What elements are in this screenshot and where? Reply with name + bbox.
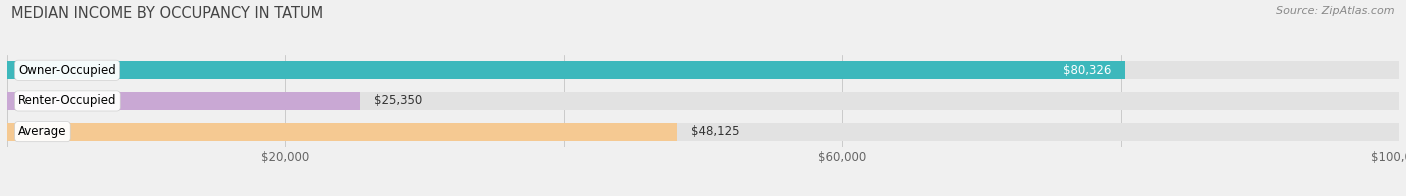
Bar bbox=[7, 123, 1399, 141]
Bar bbox=[7, 92, 1399, 110]
Bar bbox=[7, 123, 676, 141]
Text: MEDIAN INCOME BY OCCUPANCY IN TATUM: MEDIAN INCOME BY OCCUPANCY IN TATUM bbox=[11, 6, 323, 21]
Bar bbox=[7, 92, 360, 110]
Text: Source: ZipAtlas.com: Source: ZipAtlas.com bbox=[1277, 6, 1395, 16]
Text: $80,326: $80,326 bbox=[1063, 64, 1111, 77]
Text: Average: Average bbox=[18, 125, 66, 138]
Text: $48,125: $48,125 bbox=[690, 125, 740, 138]
Bar bbox=[7, 61, 1125, 79]
Text: Renter-Occupied: Renter-Occupied bbox=[18, 94, 117, 107]
Bar bbox=[7, 61, 1399, 79]
Text: Owner-Occupied: Owner-Occupied bbox=[18, 64, 115, 77]
Text: $25,350: $25,350 bbox=[374, 94, 422, 107]
